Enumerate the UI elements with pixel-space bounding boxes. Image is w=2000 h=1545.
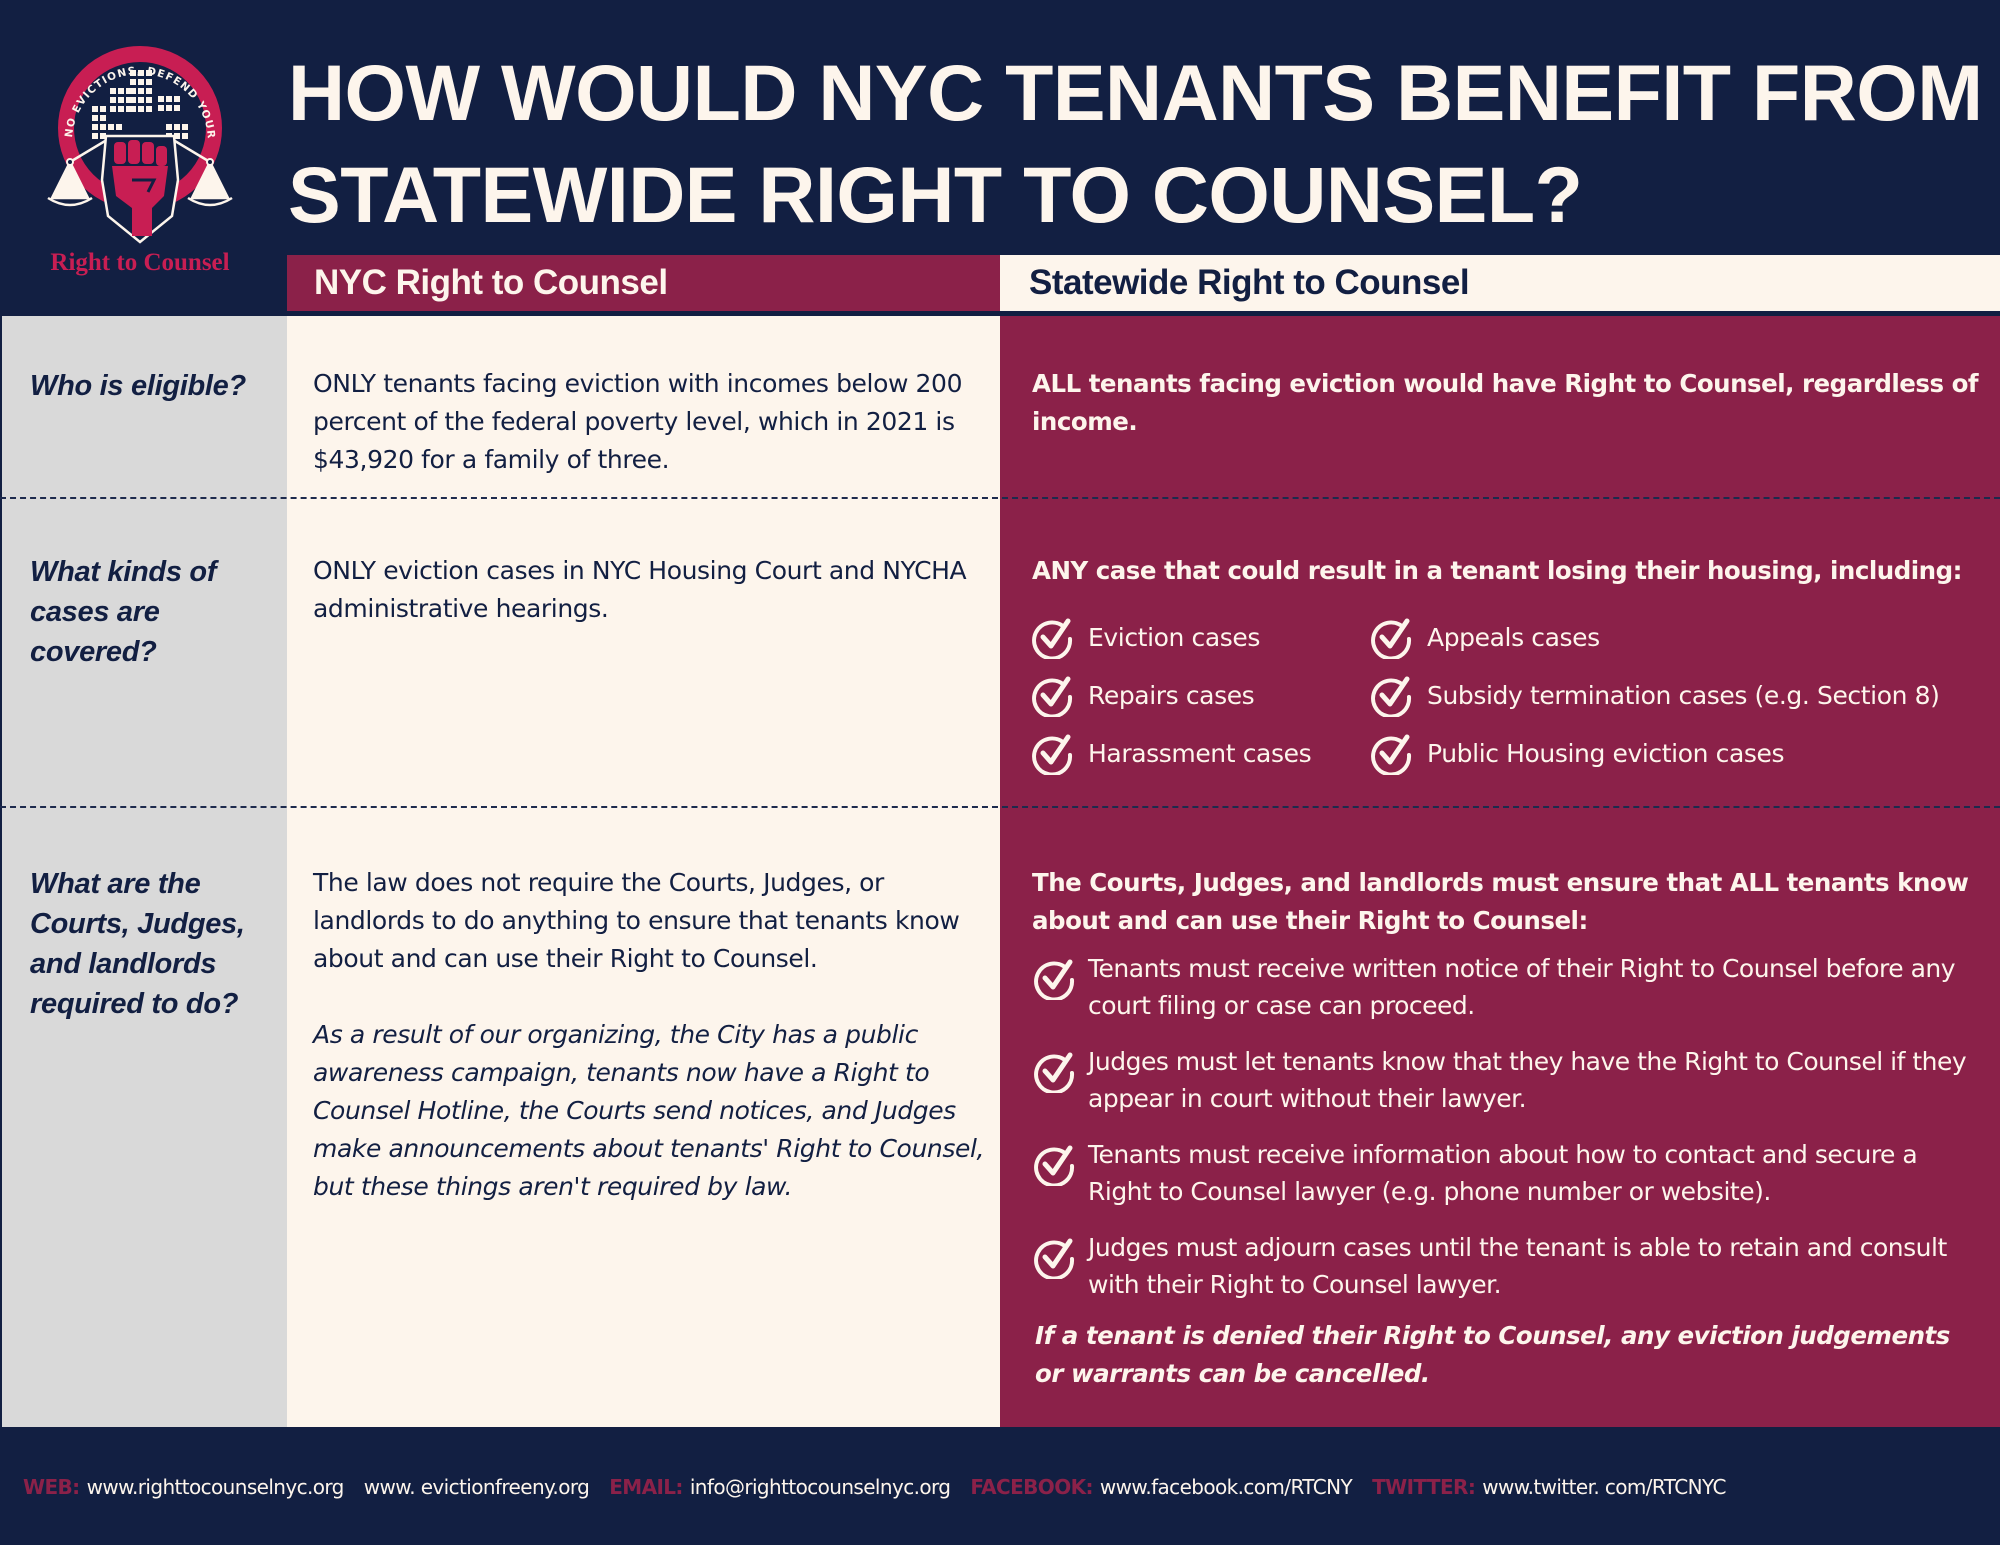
case-item: Eviction cases — [1030, 615, 1260, 659]
requirement-item: Judges must let tenants know that they h… — [1032, 1043, 1982, 1117]
statewide-requirements-intro: The Courts, Judges, and landlords must e… — [1032, 868, 1969, 935]
check-circle-icon — [1371, 676, 1412, 717]
requirement-item: Judges must adjourn cases until the tena… — [1032, 1229, 1982, 1303]
requirement-text: Judges must adjourn cases until the tena… — [1088, 1233, 1947, 1299]
footer-contact-bar: WEB: www.righttocounselnyc.org www. evic… — [0, 1427, 2000, 1545]
case-label: Subsidy termination cases (e.g. Section … — [1427, 680, 1940, 710]
nyc-eligibility-text: ONLY tenants facing eviction with income… — [313, 369, 963, 474]
requirement-item: Tenants must receive information about h… — [1032, 1136, 1982, 1210]
check-circle-icon — [1032, 676, 1073, 717]
nyc-requirements-text: The law does not require the Courts, Jud… — [313, 868, 960, 973]
facebook-link[interactable]: www.facebook.com/RTCNY — [1099, 1475, 1353, 1499]
statewide-cases-intro: ANY case that could result in a tenant l… — [1032, 556, 1962, 585]
nyc-column — [287, 316, 1000, 1427]
case-item: Appeals cases — [1369, 615, 1600, 659]
title-line-1: HOW WOULD NYC TENANTS BENEFIT FROM — [288, 48, 1983, 137]
web-label: WEB: — [23, 1475, 80, 1499]
comparison-table: Who is eligible? ONLY tenants facing evi… — [0, 316, 2000, 1427]
svg-text:NO EVICTIONS, DEFEND YOUR RIGH: NO EVICTIONS, DEFEND YOUR RIGHTS! — [40, 30, 217, 140]
check-circle-icon — [1034, 1238, 1075, 1279]
check-circle-icon — [1034, 959, 1075, 1000]
case-item: Harassment cases — [1030, 731, 1312, 775]
page-title: HOW WOULD NYC TENANTS BENEFIT FROM STATE… — [288, 42, 1983, 246]
title-line-2: STATEWIDE RIGHT TO COUNSEL? — [288, 150, 1583, 239]
case-label: Eviction cases — [1088, 622, 1261, 652]
case-item: Repairs cases — [1030, 673, 1255, 717]
header-banner: NO EVICTIONS, DEFEND YOUR RIGHTS! — [0, 0, 2000, 316]
right-to-counsel-logo-icon: NO EVICTIONS, DEFEND YOUR RIGHTS! — [40, 30, 233, 276]
check-circle-icon — [1032, 734, 1073, 775]
case-label: Repairs cases — [1088, 680, 1255, 710]
twitter-link[interactable]: www.twitter. com/RTCNYC — [1482, 1475, 1726, 1499]
nyc-organizing-note: As a result of our organizing, the City … — [313, 1020, 985, 1201]
facebook-label: FACEBOOK: — [970, 1475, 1093, 1499]
requirement-item: Tenants must receive written notice of t… — [1032, 950, 1982, 1024]
svg-text:Right to Counsel: Right to Counsel — [50, 249, 229, 276]
check-circle-icon — [1032, 618, 1073, 659]
requirement-text: Tenants must receive information about h… — [1088, 1140, 1918, 1206]
email-link[interactable]: info@righttocounselnyc.org — [689, 1475, 951, 1499]
case-item: Subsidy termination cases (e.g. Section … — [1369, 673, 1940, 717]
web-link-rtc[interactable]: www.righttocounselnyc.org — [86, 1475, 345, 1499]
question-eligibility: Who is eligible? — [30, 370, 246, 402]
statewide-denial-note: If a tenant is denied their Right to Cou… — [1035, 1321, 1950, 1388]
twitter-label: TWITTER: — [1372, 1475, 1476, 1499]
email-label: EMAIL: — [609, 1475, 683, 1499]
web-link-evictionfree[interactable]: www. evictionfreeny.org — [363, 1475, 590, 1499]
column-header-nyc: NYC Right to Counsel — [287, 255, 1000, 311]
check-circle-icon — [1034, 1052, 1075, 1093]
question-cases-covered: What kinds of cases are covered? — [30, 556, 217, 668]
check-circle-icon — [1371, 734, 1412, 775]
case-label: Public Housing eviction cases — [1427, 738, 1785, 768]
check-circle-icon — [1034, 1145, 1075, 1186]
case-label: Appeals cases — [1427, 622, 1600, 652]
question-requirements: What are the Courts, Judges, and landlor… — [30, 868, 245, 1020]
case-label: Harassment cases — [1088, 738, 1312, 768]
question-column — [0, 316, 287, 1427]
check-circle-icon — [1371, 618, 1412, 659]
requirement-text: Judges must let tenants know that they h… — [1088, 1047, 1967, 1113]
statewide-eligibility-text: ALL tenants facing eviction would have R… — [1032, 369, 1979, 436]
requirement-text: Tenants must receive written notice of t… — [1088, 954, 1956, 1020]
row-divider — [0, 806, 2000, 808]
case-item: Public Housing eviction cases — [1369, 731, 1785, 775]
column-header-statewide: Statewide Right to Counsel — [1000, 255, 2000, 311]
nyc-cases-text: ONLY eviction cases in NYC Housing Court… — [313, 556, 967, 623]
statewide-column — [1000, 316, 2000, 1427]
row-divider — [0, 497, 2000, 499]
